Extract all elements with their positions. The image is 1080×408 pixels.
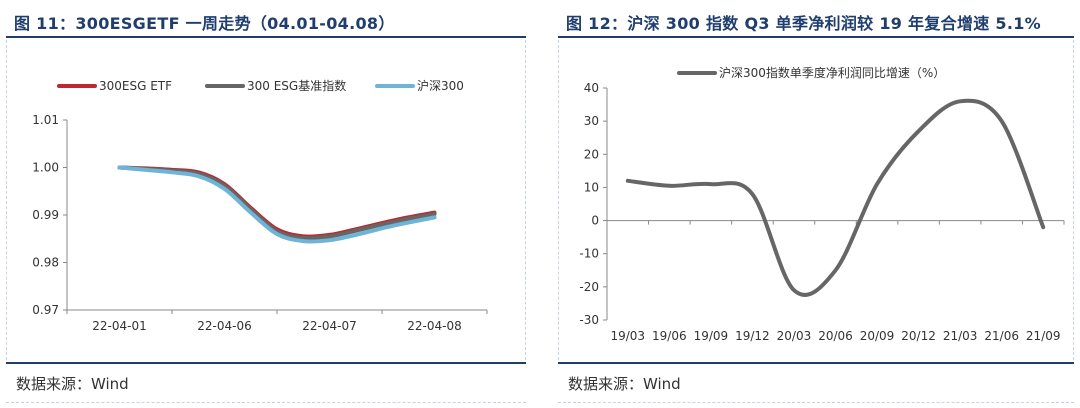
- right-line-chart: -30 -20 -10 0 10 20 30 40 19/03 19/06 19/09 19/12 20…: [579, 65, 1065, 343]
- x-tick-label: 20/09: [860, 329, 895, 343]
- legend-label-2: 300 ESG基准指数: [247, 78, 346, 93]
- y-tick-label: 40: [584, 81, 599, 95]
- y-tick-label: 0: [591, 214, 599, 228]
- left-panel: 图 11：300ESGETF 一周走势（04.01-04.08） 0.97 0.9…: [0, 0, 532, 408]
- x-tick-label: 22-04-06: [197, 319, 251, 333]
- x-tick-label: 21/03: [943, 329, 978, 343]
- series-line-3: [117, 165, 437, 244]
- right-source-bar: 数据来源：Wind: [558, 362, 1074, 403]
- right-chart-frame: -30 -20 -10 0 10 20 30 40 19/03 19/06 19/09 19/12 20…: [558, 40, 1074, 360]
- y-tick-label: 0.97: [32, 303, 59, 317]
- y-tick-label: 1.01: [32, 113, 59, 127]
- x-tick-label: 20/03: [777, 329, 812, 343]
- right-source-text: 数据来源：Wind: [568, 375, 681, 393]
- x-tick-label: 19/06: [652, 329, 687, 343]
- right-title-bar: 图 12：沪深 300 指数 Q3 单季净利润较 19 年复合增速 5.1%: [558, 4, 1074, 38]
- y-tick-label: 30: [584, 114, 599, 128]
- x-tick-label: 19/12: [735, 329, 770, 343]
- y-tick-label: -30: [579, 313, 599, 327]
- series-line-1: [625, 98, 1046, 297]
- y-tick-label: -10: [579, 247, 599, 261]
- right-chart-title: 图 12：沪深 300 指数 Q3 单季净利润较 19 年复合增速 5.1%: [566, 14, 1042, 33]
- left-line-chart: 0.97 0.98 0.99 1.00 1.01 22-04-01 22-04-06 22-0…: [32, 78, 488, 333]
- y-tick-label: 0.99: [32, 208, 59, 222]
- x-tick-label: 20/06: [818, 329, 853, 343]
- left-source-bar: 数据来源：Wind: [6, 362, 526, 403]
- x-tick-label: 21/06: [984, 329, 1019, 343]
- left-source-text: 数据来源：Wind: [16, 375, 129, 393]
- left-chart-title: 图 11：300ESGETF 一周走势（04.01-04.08）: [14, 14, 395, 33]
- legend-label-1: 沪深300指数单季度净利润同比增速（%）: [719, 65, 945, 80]
- y-tick-label: 10: [584, 180, 599, 194]
- x-tick-label: 22-04-07: [302, 319, 356, 333]
- x-tick-label: 19/09: [694, 329, 729, 343]
- x-tick-label: 22-04-01: [92, 319, 146, 333]
- legend-label-1: 300ESG ETF: [99, 79, 172, 93]
- y-tick-label: 20: [584, 147, 599, 161]
- y-tick-label: 0.98: [32, 256, 59, 270]
- right-panel: 图 12：沪深 300 指数 Q3 单季净利润较 19 年复合增速 5.1% -…: [552, 0, 1080, 408]
- y-tick-label: -20: [579, 280, 599, 294]
- x-tick-label: 20/12: [901, 329, 936, 343]
- legend-label-3: 沪深300: [417, 79, 464, 93]
- x-tick-label: 22-04-08: [407, 319, 461, 333]
- left-title-bar: 图 11：300ESGETF 一周走势（04.01-04.08）: [6, 4, 526, 38]
- left-chart-frame: 0.97 0.98 0.99 1.00 1.01 22-04-01 22-04-06 22-0…: [6, 40, 526, 360]
- y-tick-label: 1.00: [32, 161, 59, 175]
- x-tick-label: 19/03: [610, 329, 645, 343]
- x-tick-label: 21/09: [1026, 329, 1061, 343]
